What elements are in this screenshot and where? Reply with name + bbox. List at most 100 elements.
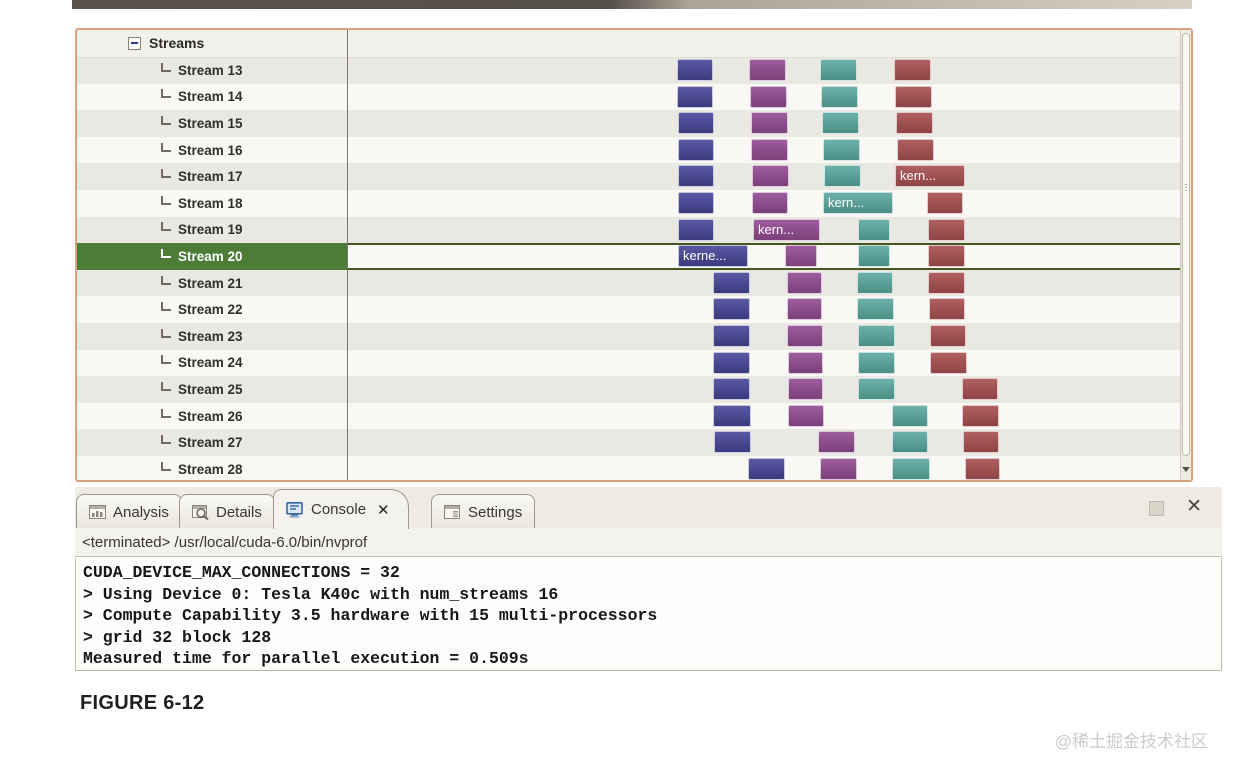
kernel-bar[interactable] <box>713 378 750 401</box>
kernel-bar[interactable] <box>820 59 857 81</box>
stream-label: Stream 26 <box>178 408 243 424</box>
kernel-bar[interactable] <box>818 431 855 454</box>
kernel-bar[interactable] <box>965 457 1000 480</box>
stream-row: Stream 16 <box>77 136 1191 164</box>
kernel-bar[interactable] <box>787 298 822 321</box>
kernel-bar[interactable] <box>787 271 822 294</box>
kernel-bar[interactable] <box>928 271 965 294</box>
stream-tree-item[interactable]: Stream 21 <box>77 270 347 297</box>
kernel-bar[interactable] <box>678 112 714 135</box>
kernel-bar[interactable] <box>892 431 928 454</box>
tab-analysis[interactable]: Analysis <box>76 494 182 529</box>
kernel-bar[interactable] <box>857 298 894 321</box>
kernel-bar[interactable] <box>678 191 714 214</box>
kernel-bar[interactable] <box>963 431 999 454</box>
kernel-bar[interactable]: kern... <box>823 191 893 214</box>
kernel-bar[interactable] <box>713 351 750 374</box>
kernel-bar[interactable] <box>930 324 966 347</box>
kernel-bar[interactable] <box>892 457 930 480</box>
kernel-bar[interactable] <box>928 245 965 268</box>
stream-label: Stream 15 <box>178 115 243 131</box>
kernel-bar[interactable] <box>892 404 928 427</box>
kernel-bar[interactable] <box>713 324 750 347</box>
kernel-bar[interactable] <box>962 404 999 427</box>
tree-connector-icon <box>161 302 171 312</box>
kernel-bar[interactable] <box>749 59 786 81</box>
kernel-bar[interactable] <box>678 165 714 188</box>
kernel-bar[interactable] <box>858 245 890 268</box>
kernel-bar[interactable] <box>894 59 931 81</box>
vertical-scrollbar[interactable] <box>1180 30 1191 480</box>
kernel-bar[interactable] <box>897 138 934 161</box>
kernel-bar[interactable] <box>751 138 788 161</box>
kernel-bar[interactable] <box>713 404 751 427</box>
scrollbar-thumb[interactable] <box>1182 33 1190 456</box>
stream-tree-item[interactable]: Stream 26 <box>77 403 347 430</box>
kernel-bar[interactable] <box>896 112 933 135</box>
kernel-bar[interactable] <box>787 324 823 347</box>
kernel-bar[interactable] <box>857 271 893 294</box>
stream-tree-item[interactable]: Stream 19 <box>77 217 347 244</box>
stream-tree-item[interactable]: Stream 17 <box>77 163 347 190</box>
collapse-icon[interactable] <box>128 37 141 50</box>
kernel-bar[interactable] <box>678 218 714 241</box>
kernel-bar[interactable] <box>785 245 817 268</box>
kernel-bar[interactable] <box>823 138 860 161</box>
stream-tree-item[interactable]: Stream 14 <box>77 84 347 111</box>
kernel-bar[interactable] <box>928 218 965 241</box>
stream-tree-item[interactable]: Stream 28 <box>77 456 347 480</box>
kernel-bar[interactable] <box>677 85 713 108</box>
tab-details[interactable]: Details <box>179 494 275 529</box>
kernel-bar[interactable] <box>751 112 788 135</box>
kernel-bar[interactable] <box>748 457 785 480</box>
tab-console[interactable]: Console ✕ <box>273 489 409 529</box>
kernel-bar[interactable] <box>752 165 789 188</box>
kernel-bar[interactable] <box>750 85 787 108</box>
stream-tree-item[interactable]: Stream 23 <box>77 323 347 350</box>
kernel-bar[interactable] <box>858 324 895 347</box>
tab-close-icon[interactable]: ✕ <box>377 501 390 519</box>
kernel-bar[interactable] <box>821 85 858 108</box>
stream-tree-item[interactable]: Stream 13 <box>77 57 347 84</box>
kernel-bar[interactable] <box>713 271 750 294</box>
kernel-bar[interactable]: kerne... <box>678 245 748 268</box>
console-line: Measured time for parallel execution = 0… <box>83 649 529 668</box>
stream-tree-item[interactable]: Stream 25 <box>77 376 347 403</box>
kernel-bar[interactable] <box>929 298 965 321</box>
stream-tree-item[interactable]: Stream 27 <box>77 429 347 456</box>
kernel-bar[interactable] <box>895 85 932 108</box>
scrollbar-down-arrow-icon[interactable] <box>1181 460 1191 478</box>
kernel-bar[interactable] <box>962 378 998 401</box>
close-view-icon[interactable]: ✕ <box>1186 496 1202 517</box>
kernel-bar[interactable]: kern... <box>895 165 965 188</box>
kernel-bar[interactable] <box>858 218 890 241</box>
tab-settings[interactable]: Settings <box>431 494 536 529</box>
kernel-bar[interactable] <box>788 351 823 374</box>
stream-tree-item[interactable]: Stream 20 <box>77 243 347 270</box>
stream-label: Stream 19 <box>178 222 243 238</box>
kernel-bar[interactable] <box>752 191 788 214</box>
kernel-bar[interactable]: kern... <box>753 218 820 241</box>
stream-tree-item[interactable]: Stream 15 <box>77 110 347 137</box>
kernel-bar[interactable] <box>858 378 895 401</box>
kernel-bar[interactable] <box>788 404 824 427</box>
kernel-bar[interactable] <box>788 378 823 401</box>
tab-label: Details <box>216 503 262 521</box>
kernel-bar[interactable] <box>678 138 714 161</box>
stream-tree-item[interactable]: Stream 18 <box>77 190 347 217</box>
kernel-bar[interactable] <box>927 191 963 214</box>
stream-tree-item[interactable]: Stream 16 <box>77 137 347 164</box>
kernel-bar[interactable] <box>930 351 967 374</box>
kernel-bar[interactable] <box>822 112 859 135</box>
kernel-bar[interactable] <box>824 165 861 188</box>
kernel-bar[interactable] <box>677 59 713 81</box>
kernel-bar[interactable] <box>820 457 857 480</box>
console-icon <box>286 501 303 518</box>
kernel-bar[interactable] <box>713 298 750 321</box>
stream-tree-item[interactable]: Stream 24 <box>77 350 347 377</box>
stream-tree-item[interactable]: Stream 22 <box>77 296 347 323</box>
kernel-bar[interactable] <box>858 351 895 374</box>
tab-label: Settings <box>468 503 523 521</box>
kernel-bar[interactable] <box>714 431 751 454</box>
minimize-view-icon[interactable] <box>1149 501 1164 516</box>
